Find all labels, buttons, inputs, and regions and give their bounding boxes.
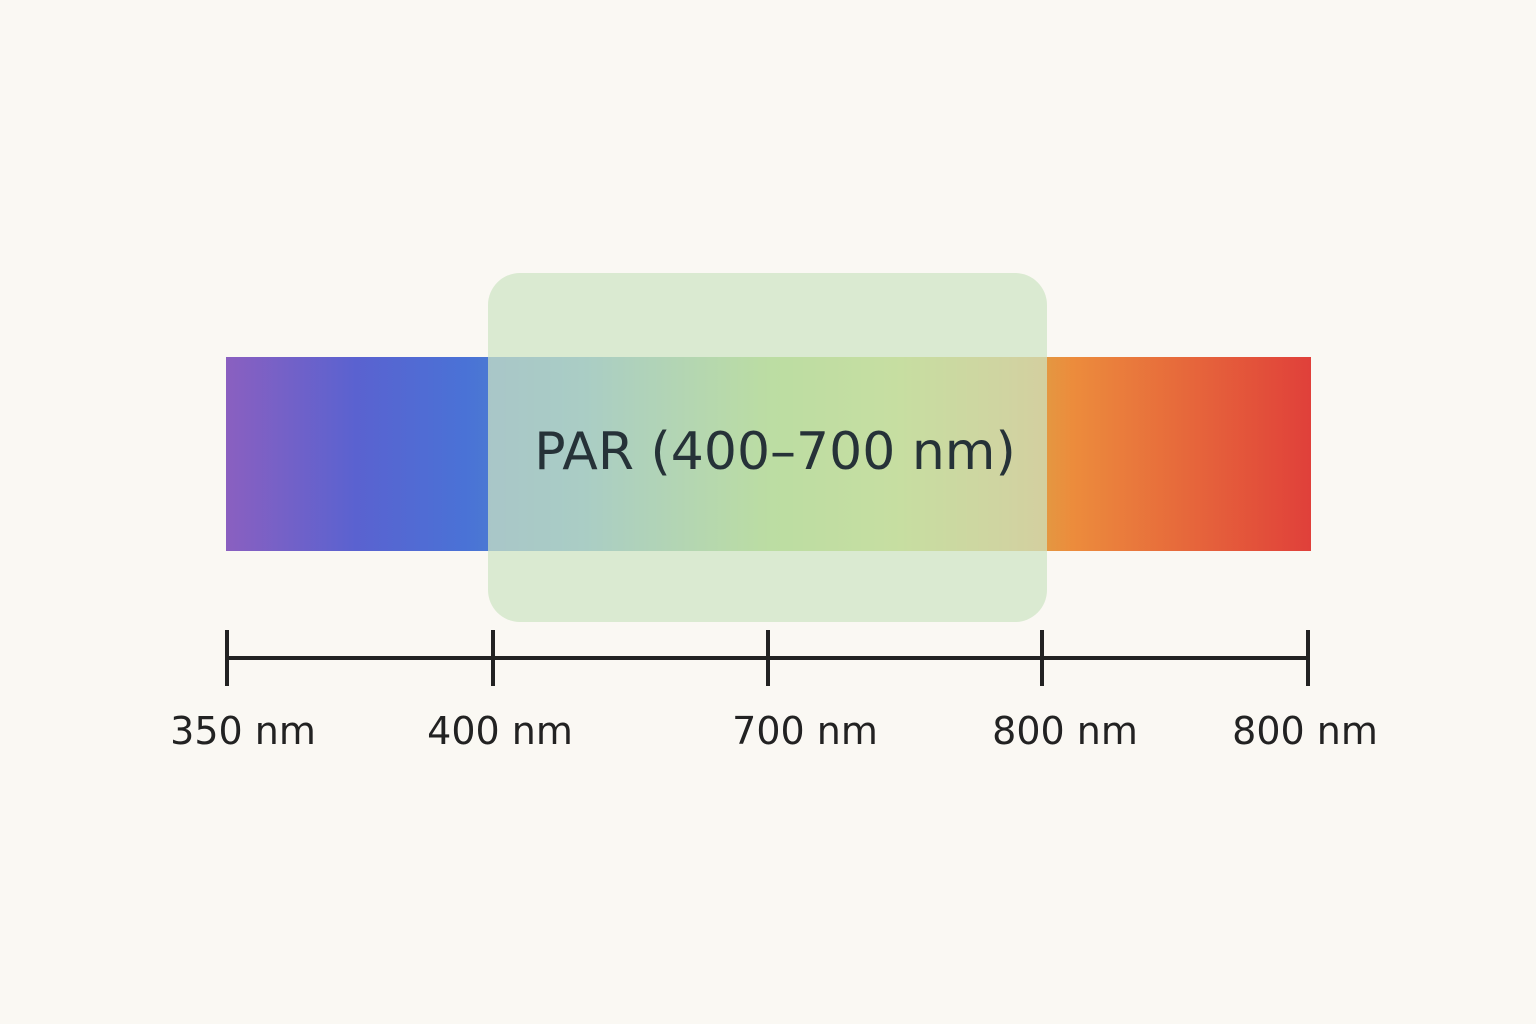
scale-ticks: 350 nm 400 nm 700 nm 800 nm 800 nm [170, 630, 1378, 753]
tick-label: 800 nm [1232, 709, 1378, 753]
tick-label: 400 nm [427, 709, 573, 753]
par-label: PAR (400–700 nm) [534, 422, 1015, 482]
par-region [488, 273, 1047, 622]
tick-label: 350 nm [170, 709, 316, 753]
tick-label: 800 nm [992, 709, 1138, 753]
tick-label: 700 nm [732, 709, 878, 753]
